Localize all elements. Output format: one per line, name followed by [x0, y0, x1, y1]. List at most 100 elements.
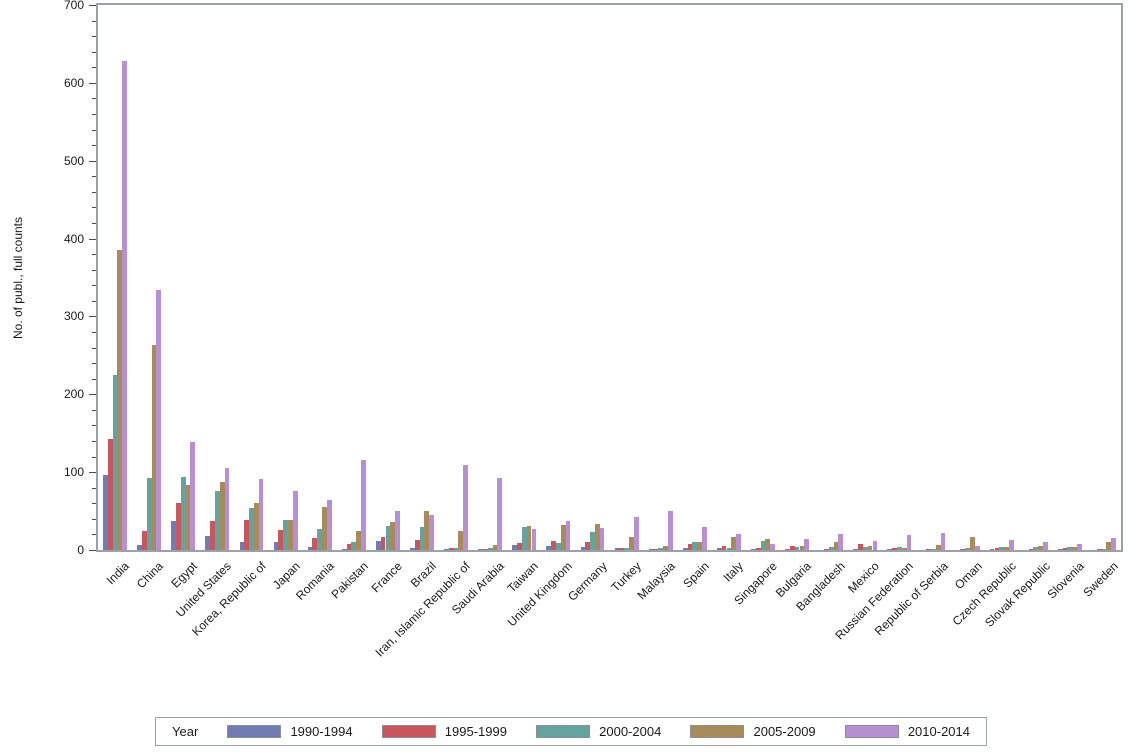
y-minor-tick: [92, 114, 96, 115]
legend-swatch: [690, 725, 745, 738]
bar: [512, 545, 518, 550]
bar: [1004, 546, 1009, 550]
bar: [858, 543, 863, 550]
bar: [862, 546, 868, 550]
bar: [828, 546, 834, 550]
bar: [867, 546, 873, 550]
bar: [999, 546, 1005, 550]
bar: [312, 538, 318, 550]
bar: [287, 520, 293, 550]
y-tick-label: 200: [63, 387, 84, 402]
bar: [926, 549, 932, 550]
x-tick-label: China: [134, 559, 167, 592]
bar: [833, 542, 839, 550]
bar: [663, 546, 668, 550]
bar: [897, 546, 902, 550]
bar: [497, 477, 503, 550]
plot-area: [96, 3, 1123, 552]
y-minor-tick: [92, 519, 96, 520]
y-minor-tick: [92, 425, 96, 426]
bar: [210, 521, 215, 550]
bar: [1033, 546, 1039, 550]
bar: [273, 542, 279, 550]
bar: [326, 500, 332, 550]
bar: [687, 543, 693, 550]
bar: [619, 548, 625, 550]
bar: [989, 549, 995, 550]
bar: [721, 546, 727, 550]
bar: [215, 490, 220, 550]
y-minor-tick: [92, 363, 96, 364]
bar: [599, 528, 605, 550]
bar: [253, 503, 259, 550]
y-minor-tick: [92, 457, 96, 458]
bar: [751, 549, 756, 550]
bar: [185, 485, 191, 550]
bar: [970, 536, 975, 550]
bar: [1043, 542, 1048, 550]
y-minor-tick: [92, 207, 96, 208]
bar: [249, 508, 254, 550]
bar: [526, 525, 532, 550]
y-minor-tick: [92, 130, 96, 131]
bar: [483, 549, 488, 550]
bar: [653, 549, 659, 550]
y-tick-label: 0: [77, 543, 84, 557]
bar: [887, 549, 893, 550]
bar: [517, 543, 522, 550]
bar: [580, 546, 586, 550]
legend-title: Year: [172, 724, 199, 739]
bar: [283, 519, 288, 550]
y-major-tick: [89, 550, 96, 551]
bar: [137, 545, 142, 550]
bar: [785, 549, 790, 550]
bar: [156, 290, 162, 550]
bar: [1038, 546, 1043, 550]
bar: [590, 532, 595, 550]
bar: [239, 542, 245, 550]
bar: [1106, 542, 1112, 550]
bar: [292, 490, 298, 550]
bar: [375, 541, 381, 550]
y-major-tick: [89, 239, 96, 240]
bar: [994, 548, 1000, 550]
bar: [322, 507, 327, 550]
bar: [974, 546, 980, 550]
bar: [1062, 547, 1068, 550]
bar: [171, 521, 177, 550]
legend-label: 2010-2014: [907, 724, 970, 739]
bar: [648, 549, 654, 550]
bar: [219, 481, 225, 550]
bar: [804, 539, 810, 550]
bar: [716, 548, 722, 550]
y-minor-tick: [92, 145, 96, 146]
bar: [117, 250, 123, 551]
legend-item: 1990-1994: [227, 724, 353, 739]
bar: [356, 530, 361, 550]
x-tick-label: Spain: [680, 559, 712, 591]
bar: [1067, 546, 1073, 550]
bar: [853, 549, 859, 550]
bar: [931, 549, 936, 550]
y-minor-tick: [92, 534, 96, 535]
bar: [770, 543, 775, 550]
bar: [1008, 539, 1014, 550]
bar: [409, 548, 415, 550]
legend-swatch: [536, 725, 591, 738]
y-tick-label: 400: [63, 231, 84, 246]
bar: [380, 536, 386, 550]
x-tick-label: France: [368, 559, 405, 596]
bar: [453, 547, 459, 550]
y-minor-tick: [92, 488, 96, 489]
bar: [146, 478, 152, 550]
x-tick-label: India: [103, 559, 132, 588]
bar: [755, 548, 761, 550]
bar: [794, 546, 800, 550]
bar: [176, 502, 181, 550]
legend-item: 2005-2009: [690, 724, 816, 739]
bar: [702, 527, 707, 550]
bar: [429, 515, 434, 550]
y-minor-tick: [92, 301, 96, 302]
bar: [190, 441, 196, 550]
bar: [463, 465, 469, 550]
